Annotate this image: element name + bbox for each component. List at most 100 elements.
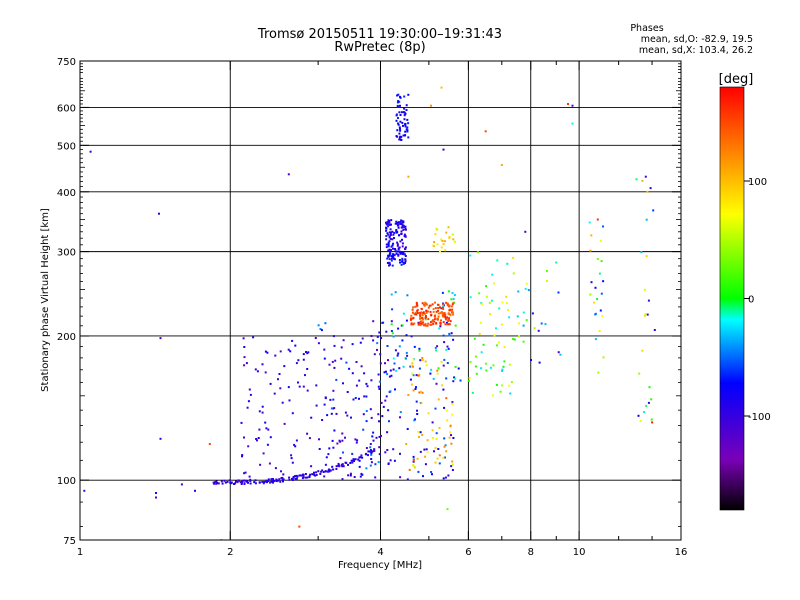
data-point [341, 465, 344, 468]
data-point [297, 359, 300, 362]
data-point [258, 428, 261, 431]
data-point [370, 379, 373, 382]
data-point [409, 378, 412, 381]
data-point [355, 361, 358, 363]
data-point [243, 483, 246, 485]
data-point [440, 319, 442, 322]
data-point [370, 449, 372, 452]
data-point [367, 450, 370, 453]
data-point [415, 303, 418, 306]
data-point [412, 460, 415, 463]
data-point [501, 368, 504, 371]
data-point [292, 475, 295, 478]
data-point [392, 368, 395, 371]
data-point [397, 123, 400, 126]
data-point [395, 229, 398, 231]
data-point [214, 481, 217, 483]
data-point [389, 251, 392, 254]
data-point [346, 414, 349, 417]
data-point [405, 334, 408, 337]
data-point [362, 428, 365, 431]
data-point [387, 242, 390, 245]
data-point [236, 481, 239, 484]
data-point [452, 238, 455, 241]
data-point [480, 367, 483, 370]
colorbar: [deg] 100 0 -100 [719, 72, 771, 511]
data-point [402, 261, 405, 264]
data-point [358, 459, 361, 462]
data-point [385, 227, 388, 230]
data-point [454, 324, 457, 327]
data-point [335, 468, 338, 470]
data-point [441, 239, 444, 242]
data-point [420, 322, 423, 325]
data-point [319, 328, 322, 330]
data-point [522, 340, 525, 343]
data-point [375, 436, 378, 439]
data-point [392, 255, 395, 258]
data-point [180, 483, 183, 486]
data-point [447, 312, 450, 315]
data-point [413, 322, 416, 325]
data-point [399, 127, 401, 130]
data-point [359, 456, 362, 459]
data-point [241, 454, 244, 456]
data-point [376, 335, 379, 338]
data-point [333, 429, 336, 432]
data-point [442, 388, 445, 391]
data-point [365, 467, 368, 470]
data-point [390, 257, 393, 260]
data-point [451, 303, 454, 306]
data-point [399, 411, 402, 414]
data-point [433, 315, 436, 318]
data-point [376, 348, 378, 351]
data-point [525, 282, 528, 285]
data-point [323, 475, 326, 478]
data-point [419, 315, 422, 318]
data-point [386, 221, 389, 224]
data-point [379, 353, 382, 356]
data-point [425, 315, 427, 317]
data-point [407, 136, 410, 139]
data-point [324, 470, 327, 473]
data-point [400, 226, 403, 229]
data-point [497, 341, 500, 344]
data-point [555, 261, 558, 264]
data-point [438, 454, 441, 457]
data-point [385, 246, 388, 249]
data-point [288, 476, 291, 479]
data-point [403, 107, 406, 110]
data-point [438, 327, 441, 330]
data-point [254, 368, 257, 371]
data-point [406, 294, 409, 297]
data-point [415, 313, 418, 316]
data-point [294, 445, 297, 448]
data-point [278, 478, 281, 481]
data-point [436, 369, 439, 372]
data-point [450, 305, 453, 308]
data-point [432, 377, 435, 380]
data-point [385, 223, 388, 226]
data-point [397, 224, 400, 227]
data-point [302, 353, 305, 356]
data-point [258, 410, 261, 413]
data-point [589, 293, 592, 296]
data-point [257, 437, 260, 439]
data-point [435, 310, 438, 313]
data-point [243, 356, 246, 359]
data-point [411, 308, 414, 311]
data-point [522, 311, 525, 314]
data-point [244, 471, 247, 474]
data-point [283, 422, 286, 425]
data-point [314, 337, 317, 339]
x-tick-label: 2 [227, 547, 233, 558]
data-point [333, 344, 336, 347]
data-point [281, 478, 284, 481]
data-point [420, 317, 423, 320]
data-point [308, 437, 311, 440]
data-point [442, 243, 445, 245]
data-point [288, 399, 291, 402]
data-point [249, 393, 252, 396]
data-point [387, 409, 390, 412]
data-point [390, 374, 393, 377]
